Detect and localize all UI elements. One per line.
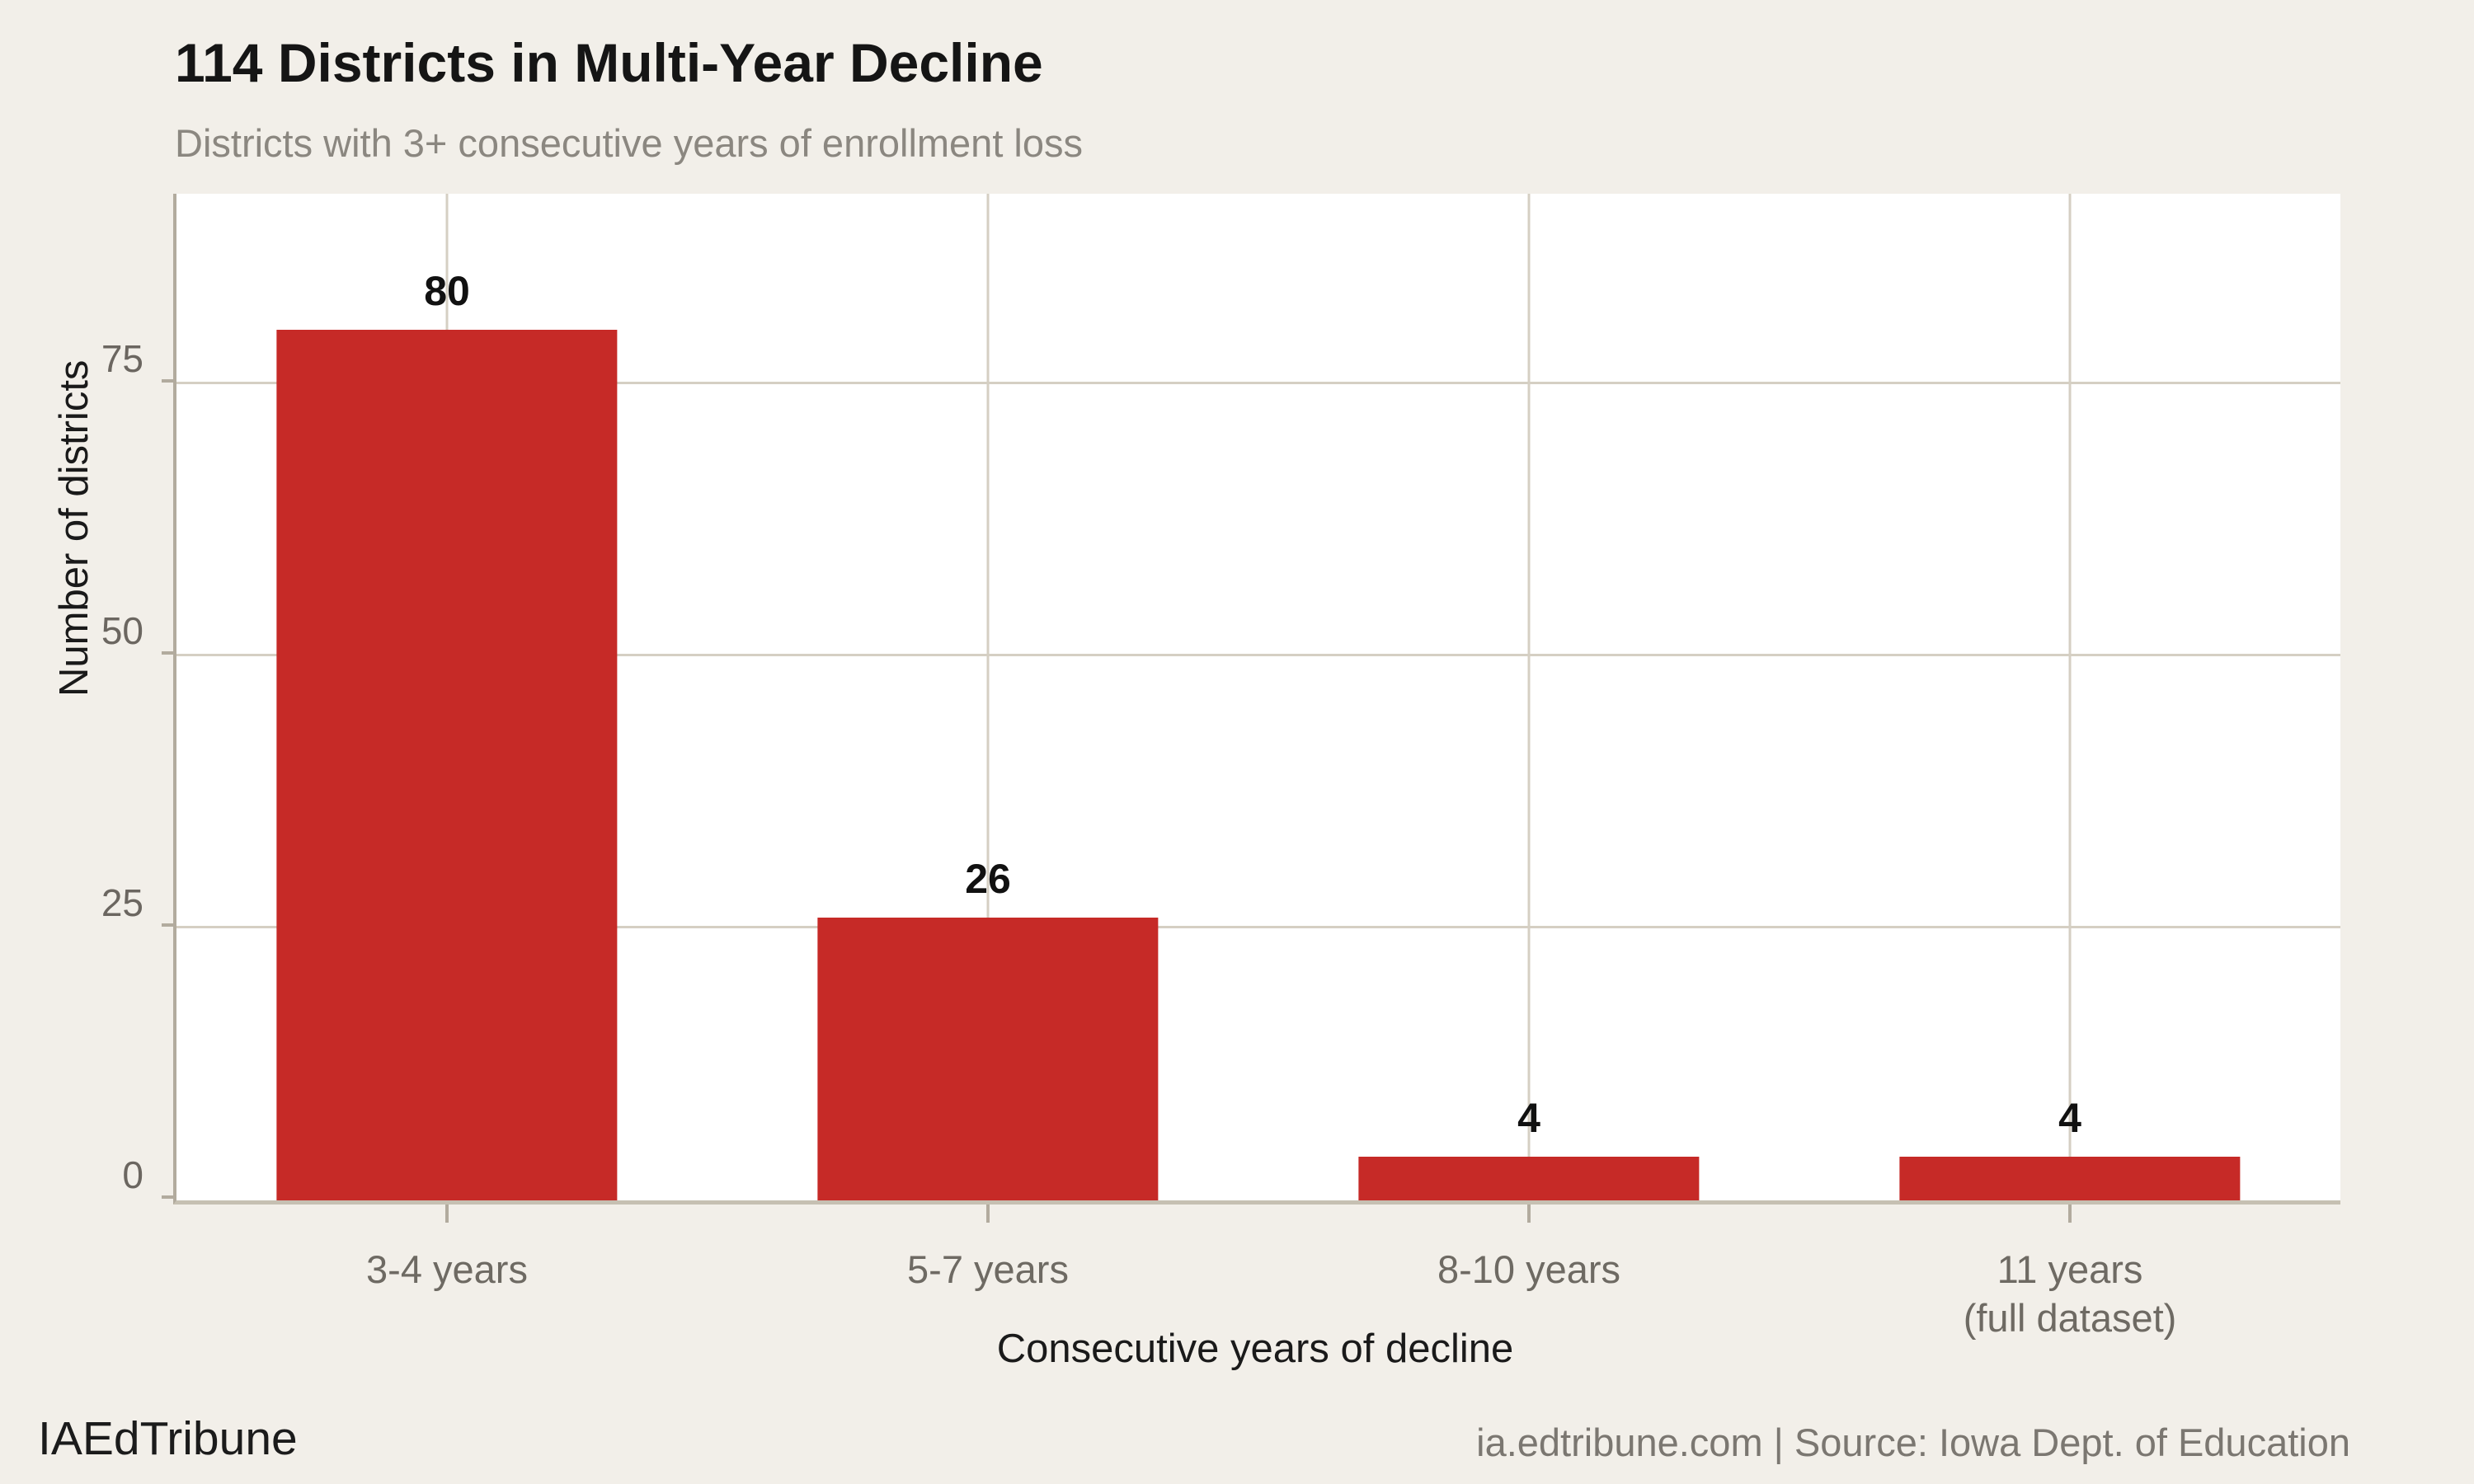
y-axis-tick (162, 651, 176, 655)
bar-column: 26 (717, 194, 1258, 1200)
gridline-horizontal (176, 926, 2340, 928)
footer-source-attribution: ia.edtribune.com | Source: Iowa Dept. of… (1476, 1421, 2350, 1464)
x-axis-tick (445, 1205, 449, 1223)
chart-subtitle: Districts with 3+ consecutive years of e… (175, 121, 1084, 165)
y-axis-title: Number of districts (52, 359, 96, 697)
x-axis-tick (1527, 1205, 1531, 1223)
y-axis-tick (162, 1195, 176, 1199)
bar-column: 4 (1258, 194, 1799, 1200)
x-axis-tick-label: 3-4 years (366, 1247, 528, 1291)
gridline-vertical (986, 194, 990, 1200)
bar (1358, 1157, 1700, 1200)
bar-value-label: 4 (2058, 1095, 2081, 1142)
y-axis-tick-label: 50 (101, 609, 143, 652)
gridline-horizontal (176, 382, 2340, 385)
x-axis-tick-label: 5-7 years (907, 1247, 1069, 1291)
x-axis-tick-label: 8-10 years (1437, 1247, 1621, 1291)
bar-column: 4 (1799, 194, 2340, 1200)
bar-value-label: 80 (424, 268, 470, 314)
chart-title: 114 Districts in Multi-Year Decline (175, 32, 1043, 93)
footer-brand: IAEdTribune (38, 1412, 298, 1465)
bar (1899, 1157, 2241, 1200)
gridline-vertical (1527, 194, 1531, 1200)
bar (817, 917, 1159, 1200)
bar (276, 330, 618, 1200)
y-axis-tick-label: 75 (101, 337, 143, 380)
gridline-vertical (2068, 194, 2072, 1200)
y-axis-tick-label: 0 (122, 1153, 143, 1196)
bar-value-label: 26 (965, 855, 1011, 902)
bar-column: 80 (176, 194, 717, 1200)
y-axis-tick (162, 923, 176, 927)
y-axis-tick (162, 379, 176, 383)
x-axis-tick (986, 1205, 990, 1223)
plot-area: 0 25 50 75 3-4 years 80 5-7 years 26 8-10 years 4… (101, 194, 2340, 1340)
x-axis-title: Consecutive years of decline (996, 1327, 1514, 1371)
gridline-horizontal (176, 654, 2340, 656)
bar-value-label: 4 (1517, 1095, 1540, 1142)
x-axis-tick-label: 11 years (full dataset) (1963, 1247, 2177, 1340)
x-axis-tick (2068, 1205, 2072, 1223)
y-axis-tick-label: 25 (101, 881, 143, 924)
